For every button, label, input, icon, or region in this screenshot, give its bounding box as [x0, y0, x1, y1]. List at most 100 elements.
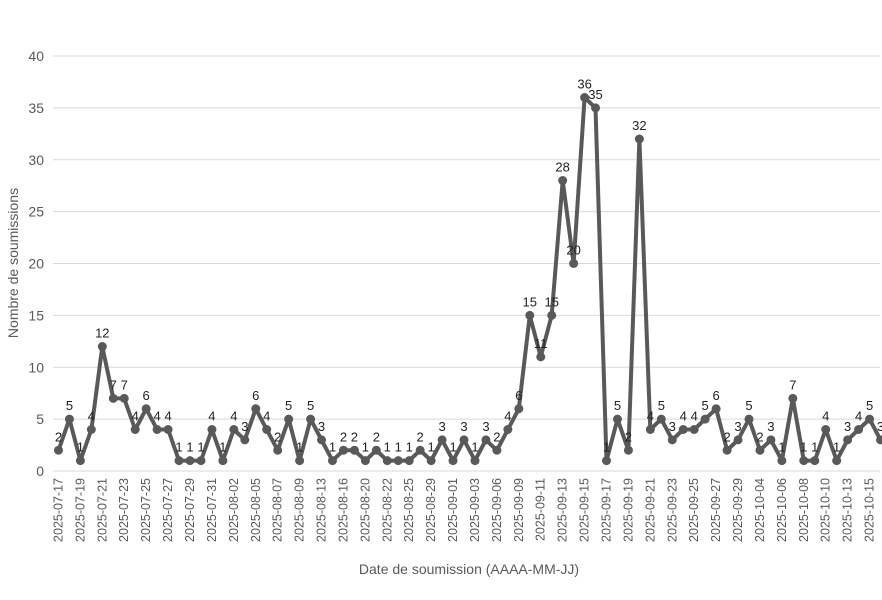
x-tick-label: 2025-09-01	[446, 478, 460, 542]
data-label: 7	[789, 377, 796, 392]
data-label: 3	[767, 419, 774, 434]
y-tick-label: 25	[28, 204, 44, 220]
x-tick-label: 2025-08-05	[249, 478, 263, 542]
data-label: 5	[614, 398, 621, 413]
data-label: 3	[438, 419, 445, 434]
data-point	[262, 425, 272, 434]
series-polyline	[56, 95, 882, 463]
data-label: 4	[647, 409, 654, 424]
data-label: 1	[449, 440, 456, 455]
data-point	[371, 445, 381, 455]
data-point	[53, 445, 63, 455]
data-label: 12	[95, 326, 109, 341]
data-point	[766, 435, 776, 445]
data-label: 1	[329, 440, 336, 455]
data-label: 1	[296, 440, 303, 455]
y-tick-label: 40	[28, 48, 44, 64]
x-tick-label: 2025-09-21	[643, 478, 657, 542]
data-label: 6	[143, 388, 150, 403]
data-label: 3	[241, 419, 248, 434]
x-tick-label: 2025-08-20	[358, 478, 372, 542]
data-label: 4	[230, 409, 237, 424]
x-tick-label: 2025-08-25	[402, 478, 416, 542]
data-label: 11	[534, 336, 548, 351]
data-point	[119, 393, 129, 403]
data-label: 3	[734, 419, 741, 434]
data-label: 5	[745, 398, 752, 413]
data-label: 6	[712, 388, 719, 403]
data-label: 4	[164, 409, 171, 424]
data-point	[799, 456, 809, 466]
data-point	[865, 414, 875, 424]
data-label: 3	[318, 419, 325, 434]
data-label: 4	[822, 409, 829, 424]
x-tick-label: 2025-10-06	[775, 478, 789, 542]
data-label: 7	[110, 377, 117, 392]
x-tick-label: 2025-07-29	[183, 478, 197, 542]
data-point	[196, 456, 206, 466]
data-point	[667, 435, 677, 445]
data-point	[821, 425, 831, 434]
data-point	[218, 456, 228, 466]
data-label: 28	[555, 160, 569, 175]
y-tick-label: 10	[28, 359, 44, 375]
y-axis-ticks: 0 5 10 15 20 25 30 35 40	[28, 48, 44, 479]
data-label: 3	[482, 419, 489, 434]
data-label: 3	[877, 419, 882, 434]
data-label: 4	[691, 409, 698, 424]
x-tick-label: 2025-09-03	[468, 478, 482, 542]
data-point	[382, 456, 392, 466]
data-point	[525, 310, 535, 320]
data-label: 36	[577, 77, 591, 92]
x-tick-label: 2025-09-13	[556, 478, 570, 542]
x-tick-label: 2025-09-15	[578, 478, 592, 542]
data-label: 5	[702, 398, 709, 413]
y-tick-label: 0	[36, 463, 44, 479]
x-tick-label: 2025-07-17	[51, 478, 65, 542]
data-point	[97, 342, 107, 351]
data-point	[733, 435, 743, 445]
data-label: 1	[778, 440, 785, 455]
x-tick-label: 2025-08-13	[315, 478, 329, 542]
data-label: 5	[285, 398, 292, 413]
data-point	[174, 456, 184, 466]
data-point	[481, 435, 491, 445]
data-label: 20	[566, 243, 580, 258]
data-point	[284, 414, 294, 424]
y-tick-label: 15	[28, 307, 44, 323]
data-point	[854, 425, 864, 434]
data-label: 1	[406, 440, 413, 455]
data-point	[788, 393, 798, 403]
y-tick-label: 30	[28, 152, 44, 168]
data-point	[251, 404, 261, 414]
data-point	[360, 456, 370, 466]
data-label: 2	[625, 429, 632, 444]
data-label: 6	[515, 388, 522, 403]
data-point	[327, 456, 337, 466]
data-point	[75, 456, 85, 466]
data-label: 2	[340, 429, 347, 444]
data-point	[306, 414, 316, 424]
data-label: 6	[252, 388, 259, 403]
data-point	[623, 445, 633, 455]
data-label: 5	[658, 398, 665, 413]
data-point	[426, 456, 436, 466]
data-point	[547, 310, 557, 320]
data-label: 2	[417, 429, 424, 444]
x-tick-label: 2025-09-09	[512, 478, 526, 542]
data-label: 1	[428, 440, 435, 455]
data-point	[459, 435, 469, 445]
data-points	[53, 93, 882, 466]
data-point	[64, 414, 74, 424]
data-label: 2	[274, 429, 281, 444]
data-point	[317, 435, 327, 445]
data-label: 5	[66, 398, 73, 413]
x-axis-ticks: 2025-07-17 2025-07-19 2025-07-21 2025-07-23…	[51, 478, 876, 542]
data-point	[656, 414, 666, 424]
data-point	[229, 425, 239, 434]
data-label: 1	[77, 440, 84, 455]
data-label: 4	[263, 409, 270, 424]
data-label: 1	[811, 440, 818, 455]
x-tick-label: 2025-09-19	[621, 478, 635, 542]
x-tick-label: 2025-10-10	[819, 478, 833, 542]
